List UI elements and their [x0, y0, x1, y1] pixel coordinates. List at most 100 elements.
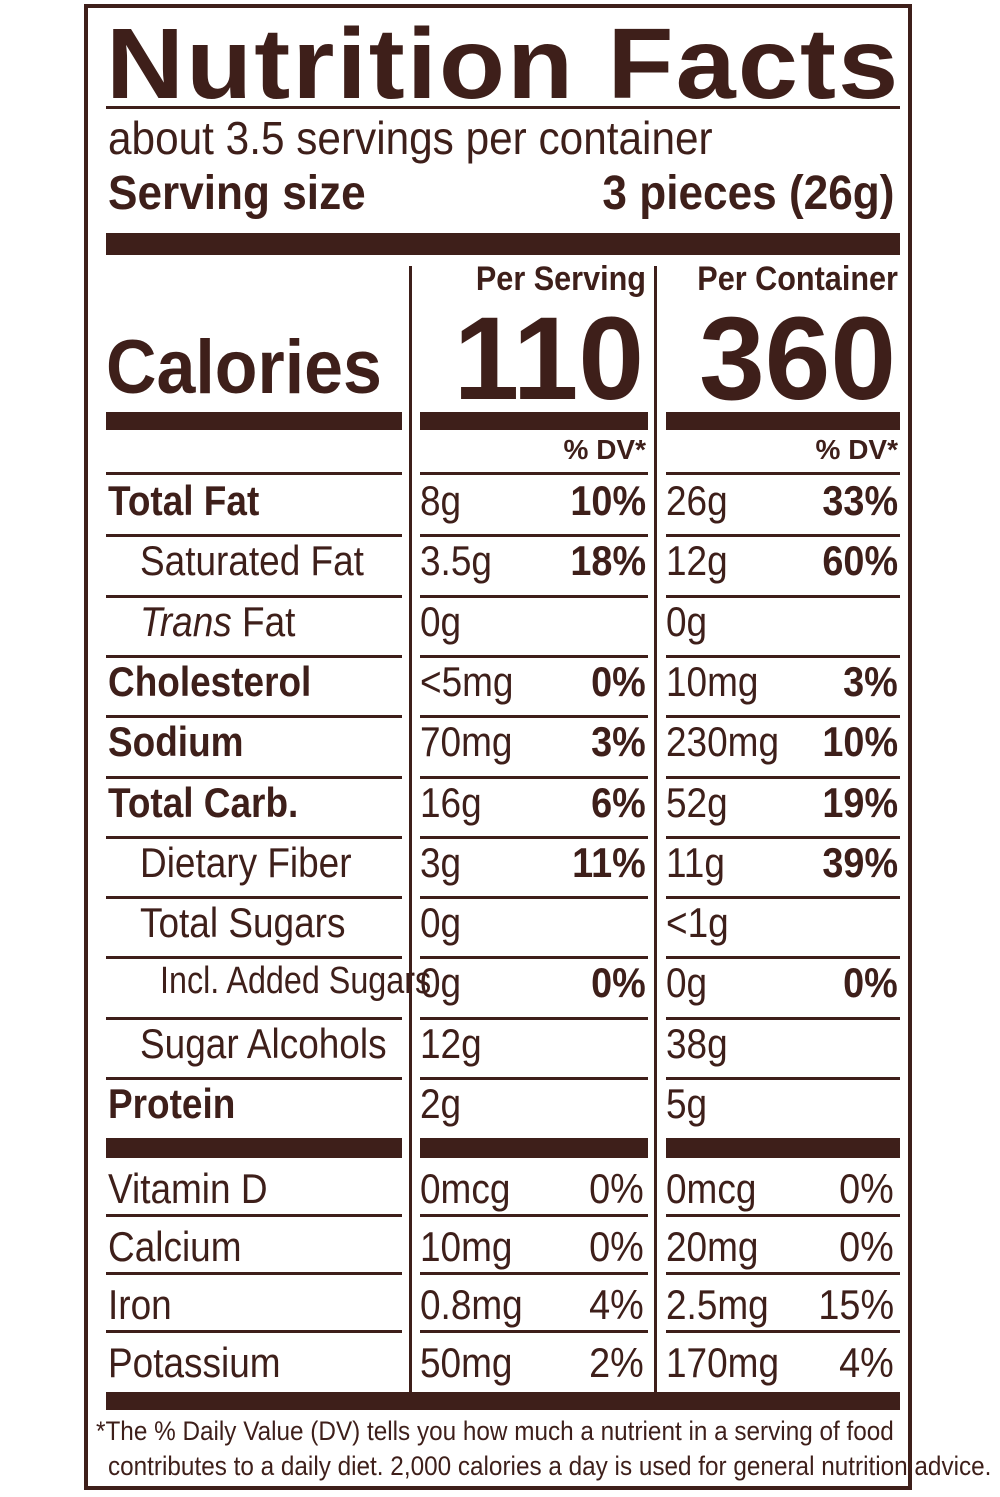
nutrient-label: Total Sugars [140, 899, 346, 947]
serving-amount: 2g [420, 1080, 462, 1127]
vitamin-label: Calcium [108, 1223, 242, 1270]
dv-header-container: % DV* [815, 434, 898, 465]
serving-amount: 10mg [420, 1223, 513, 1270]
serving-amount: 0g [420, 597, 462, 645]
nutrient-row-rule-right [666, 1017, 900, 1020]
vitamin-row-rule-left [106, 1214, 402, 1217]
container-amount: 230mg [666, 718, 780, 766]
nutrient-row-rule-left [106, 1077, 402, 1080]
serving-amount: 8g [420, 477, 462, 524]
nutrient-label: Trans Fat [140, 600, 295, 643]
nutrient-label: Total Carb. [108, 778, 299, 826]
vitamin-row-rule-left [106, 1330, 402, 1333]
nutrient-row-rule-right [666, 715, 900, 718]
vitamin-row-rule-mid [420, 1272, 648, 1275]
serving-dv: 0% [591, 657, 646, 705]
calories-rule-right [666, 412, 900, 430]
nutrient-row-rule-mid [420, 595, 648, 598]
dv-header-rule-right [666, 472, 900, 475]
serving-amount: <5mg [420, 657, 514, 705]
nutrient-row-rule-right [666, 595, 900, 598]
nutrient-row-rule-right [666, 655, 900, 658]
nutrient-row-rule-right [666, 534, 900, 537]
nutrient-row-rule-left [106, 1017, 402, 1020]
serving-dv: 0% [591, 959, 646, 1007]
vitamin-label: Potassium [108, 1339, 281, 1386]
serving-amount: 16g [420, 778, 482, 826]
serving-dv: 4% [589, 1281, 644, 1328]
nutrient-row-rule-mid [420, 1077, 648, 1080]
vitamin-row-rule-right [666, 1214, 900, 1217]
nutrient-row-rule-mid [420, 836, 648, 839]
nutrient-row-rule-left [106, 715, 402, 718]
serving-size-value: 3 pieces (26g) [601, 167, 894, 220]
serving-dv: 3% [591, 718, 646, 766]
nutrient-row-rule-left [106, 595, 402, 598]
serving-dv: 0% [589, 1165, 644, 1212]
vitamin-thick-rule-left [106, 1138, 402, 1158]
dv-header-rule-left [106, 472, 402, 475]
nutrient-row-rule-left [106, 896, 402, 899]
servings-per-container: about 3.5 servings per container [108, 112, 713, 164]
dv-header-serving: % DV* [563, 434, 646, 465]
container-dv: 0% [843, 959, 898, 1007]
nutrient-row-rule-right [666, 1077, 900, 1080]
nutrient-row-rule-left [106, 836, 402, 839]
container-dv: 0% [839, 1223, 894, 1270]
vitamin-thick-rule-mid [420, 1138, 648, 1158]
nutrient-row-rule-right [666, 836, 900, 839]
nutrient-row-rule-left [106, 655, 402, 658]
container-amount: 0g [666, 959, 708, 1007]
column-divider-2 [654, 266, 657, 1396]
serving-dv: 18% [570, 537, 646, 585]
nutrient-label: Sodium [108, 718, 244, 766]
serving-size-label: Serving size [108, 167, 366, 220]
container-amount: 2.5mg [666, 1281, 769, 1328]
container-amount: <1g [666, 899, 729, 947]
calories-rule-left [106, 412, 402, 430]
vitamin-row-rule-right [666, 1330, 900, 1333]
container-amount: 10mg [666, 657, 759, 705]
label-title: Nutrition Facts [106, 8, 901, 120]
serving-dv: 11% [572, 838, 646, 886]
dv-header-rule-mid [420, 472, 648, 475]
column-divider-1 [409, 266, 412, 1396]
serving-amount: 12g [420, 1019, 482, 1067]
calories-rule-mid [420, 412, 648, 430]
container-dv: 10% [822, 718, 898, 766]
calories-per-serving: 110 [453, 293, 644, 425]
nutrient-label: Total Fat [108, 477, 260, 524]
vitamin-label: Iron [108, 1281, 172, 1328]
nutrient-row-rule-right [666, 956, 900, 959]
nutrient-row-rule-left [106, 534, 402, 537]
vitamin-row-rule-left [106, 1272, 402, 1275]
serving-dv: 10% [570, 477, 646, 524]
serving-dv: 6% [591, 778, 646, 826]
container-dv: 39% [822, 838, 898, 886]
vitamin-row-rule-right [666, 1272, 900, 1275]
nutrient-label: Sugar Alcohols [140, 1019, 387, 1067]
serving-amount: 3g [420, 838, 462, 886]
nutrient-row-rule-right [666, 776, 900, 779]
nutrient-row-rule-left [106, 956, 402, 959]
container-dv: 4% [839, 1339, 894, 1386]
container-amount: 0g [666, 597, 708, 645]
container-amount: 0mcg [666, 1165, 757, 1212]
nutrient-row-rule-right [666, 896, 900, 899]
footnote-line-1: *The % Daily Value (DV) tells you how mu… [96, 1416, 894, 1446]
container-dv: 15% [818, 1281, 894, 1328]
nutrient-row-rule-left [106, 776, 402, 779]
container-amount: 26g [666, 477, 728, 524]
vitamin-row-rule-mid [420, 1330, 648, 1333]
label-frame [84, 4, 912, 1490]
container-amount: 12g [666, 537, 728, 585]
serving-dv: 0% [589, 1223, 644, 1270]
container-amount: 170mg [666, 1339, 780, 1386]
serving-amount: 0mcg [420, 1165, 511, 1212]
nutrient-label: Dietary Fiber [140, 838, 352, 886]
serving-amount: 50mg [420, 1339, 513, 1386]
vitamin-label: Vitamin D [108, 1165, 268, 1212]
vitamin-thick-rule-right [666, 1138, 900, 1158]
container-amount: 11g [666, 838, 725, 886]
nutrient-label: Saturated Fat [140, 537, 364, 585]
